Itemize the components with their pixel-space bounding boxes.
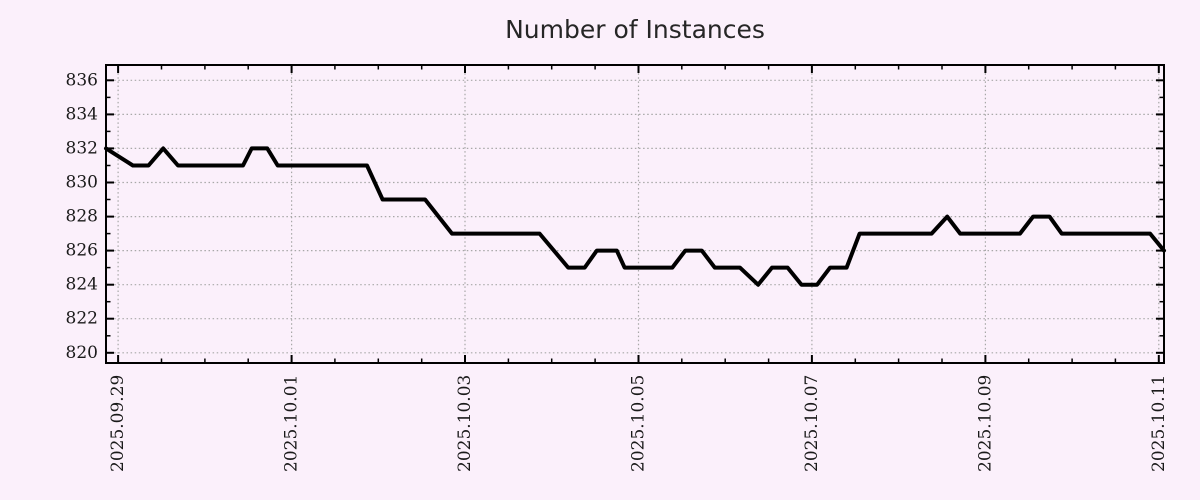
y-tick-label: 824 [66, 275, 98, 295]
data-line [104, 146, 1166, 287]
y-tick-label: 836 [66, 70, 98, 90]
x-tick-label: 2025.10.07 [802, 375, 822, 472]
y-tick-label: 822 [66, 309, 98, 329]
x-tick-label: 2025.09.29 [108, 375, 128, 472]
x-tick-label: 2025.10.05 [629, 375, 649, 472]
y-tick-label: 830 [66, 173, 98, 193]
chart-title: Number of Instances [505, 15, 765, 44]
y-tick-label: 834 [66, 104, 98, 124]
y-tick-label: 832 [66, 138, 98, 158]
y-tick-label: 828 [66, 207, 98, 227]
x-tick-label: 2025.10.03 [455, 375, 475, 472]
x-tick-label: 2025.10.01 [282, 375, 302, 472]
plot-border [105, 64, 1165, 364]
x-tick-label: 2025.10.11 [1149, 375, 1169, 472]
x-tick-label: 2025.10.09 [975, 375, 995, 472]
y-tick-label: 826 [66, 241, 98, 261]
y-tick-label: 820 [66, 343, 98, 363]
